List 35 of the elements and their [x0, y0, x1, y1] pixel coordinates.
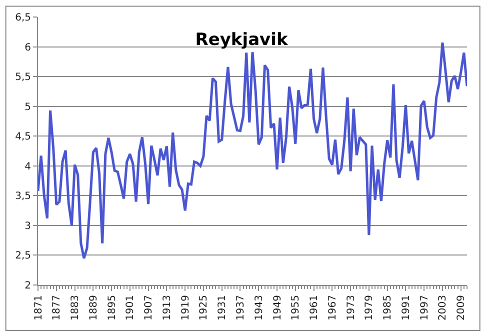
x-tick-label: 1943	[254, 295, 265, 320]
x-tick-label: 1955	[290, 295, 302, 320]
x-tick-label: 1979	[364, 295, 376, 320]
x-tick-label: 1985	[382, 295, 394, 320]
x-tick-label: 1949	[272, 295, 284, 320]
y-tick-label: 2,5	[15, 250, 31, 262]
x-tick-label: 1925	[198, 295, 210, 320]
x-tick-label: 1913	[162, 295, 173, 320]
y-tick-label: 4	[24, 161, 31, 172]
x-tick-label: 1877	[52, 295, 63, 320]
x-tick-label: 1901	[125, 295, 136, 320]
x-tick-label: 1907	[144, 295, 155, 320]
x-tick-label: 1919	[180, 295, 192, 320]
y-tick-label: 2	[24, 280, 31, 292]
x-tick-label: 1889	[88, 295, 100, 320]
y-tick-label: 6	[24, 42, 31, 54]
x-tick-label: 1967	[327, 295, 338, 320]
y-tick-label: 3	[24, 220, 31, 232]
y-tick-label: 3,5	[15, 191, 31, 202]
y-tick-label: 6,5	[15, 12, 31, 24]
x-tick-label: 1895	[106, 295, 118, 320]
x-tick-label: 2009	[456, 295, 468, 320]
x-tick-label: 1997	[419, 295, 430, 320]
x-tick-label: 1883	[70, 295, 82, 320]
y-tick-label: 5,5	[15, 72, 31, 84]
x-tick-label: 1961	[309, 295, 320, 320]
x-tick-label: 1871	[33, 295, 44, 320]
x-tick-label: 1991	[400, 295, 412, 320]
x-tick-label: 1973	[346, 295, 357, 320]
text: Reykjavik	[195, 30, 288, 50]
x-tick-label: 1931	[217, 295, 228, 320]
y-tick-label: 4,5	[15, 132, 31, 143]
x-tick-label: 2003	[438, 295, 449, 320]
y-tick-label: 5	[24, 102, 31, 113]
x-tick-label: 1937	[235, 295, 246, 320]
